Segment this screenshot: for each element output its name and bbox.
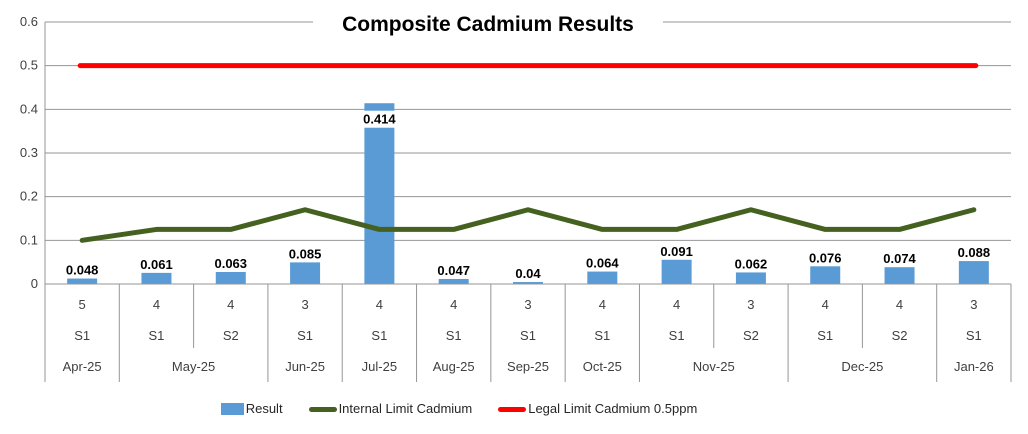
bar-value-label: 0.047 bbox=[437, 263, 470, 278]
y-tick-label: 0.6 bbox=[20, 14, 38, 29]
legend-item-legal-limit[interactable]: Legal Limit Cadmium 0.5ppm bbox=[498, 402, 697, 416]
bar-value-label: 0.088 bbox=[958, 245, 991, 260]
bar-value-label: 0.048 bbox=[66, 263, 99, 278]
bar-value-label-background bbox=[432, 261, 475, 279]
y-tick-label: 0.1 bbox=[20, 232, 38, 247]
sample-label: S1 bbox=[149, 328, 165, 343]
sample-label: S1 bbox=[74, 328, 90, 343]
plot-area: 0 0.1 0.2 0.3 0.4 0.5 0.6 0.048 0.061 0.063 0.085… bbox=[19, 8, 1012, 382]
y-tick-label: 0.5 bbox=[20, 58, 38, 73]
legend: Result Internal Limit Cadmium Legal Limi… bbox=[0, 390, 1028, 434]
count-label: 4 bbox=[822, 297, 829, 312]
bar-value-label: 0.085 bbox=[289, 246, 322, 261]
count-label: 3 bbox=[524, 297, 531, 312]
legal-limit-swatch bbox=[498, 406, 527, 412]
count-label: 4 bbox=[599, 297, 606, 312]
gridlines-layer: 0 0.1 0.2 0.3 0.4 0.5 0.6 bbox=[20, 14, 1011, 291]
month-label: Sep-25 bbox=[507, 359, 549, 374]
y-tick-label: 0.4 bbox=[20, 101, 38, 116]
legend-item-internal-limit[interactable]: Internal Limit Cadmium bbox=[308, 401, 473, 416]
count-label: 4 bbox=[450, 297, 457, 312]
month-label: Jul-25 bbox=[362, 359, 397, 374]
bar-value-label-background bbox=[507, 265, 549, 283]
count-label: 3 bbox=[970, 297, 977, 312]
sample-label: S1 bbox=[817, 328, 833, 343]
result-series-swatch bbox=[220, 403, 244, 415]
month-label: Aug-25 bbox=[433, 359, 475, 374]
chart-title-group: Composite Cadmium Results bbox=[313, 8, 663, 38]
bar-value-label: 0.076 bbox=[809, 250, 842, 265]
count-label: 4 bbox=[376, 297, 383, 312]
bar-value-label: 0.064 bbox=[586, 256, 619, 271]
month-label: May-25 bbox=[172, 359, 215, 374]
internal-limit-line[interactable] bbox=[79, 207, 977, 243]
sample-label: S2 bbox=[743, 328, 759, 343]
bar-value-label-background bbox=[284, 245, 327, 263]
chart-title: Composite Cadmium Results bbox=[342, 13, 634, 36]
bar-value-label-background bbox=[878, 250, 921, 268]
month-label: Dec-25 bbox=[841, 359, 883, 374]
count-label: 4 bbox=[153, 297, 160, 312]
bar-value-label: 0.061 bbox=[140, 257, 173, 272]
sample-label: S1 bbox=[446, 328, 462, 343]
bar-value-label-background bbox=[135, 255, 178, 273]
bar-value-label: 0.074 bbox=[883, 251, 916, 266]
bar-value-label: 0.063 bbox=[214, 256, 247, 271]
count-label: 4 bbox=[673, 297, 680, 312]
month-label: Nov-25 bbox=[693, 359, 735, 374]
bar-value-label-background bbox=[655, 242, 698, 260]
legend-label-result: Result bbox=[245, 401, 283, 416]
bar-value-label-background bbox=[581, 254, 624, 272]
bar-value-label-background bbox=[804, 249, 847, 267]
bar-value-label: 0.04 bbox=[515, 266, 541, 281]
y-tick-label: 0 bbox=[31, 276, 38, 291]
bar-value-label-background bbox=[952, 244, 995, 262]
month-label: Jun-25 bbox=[285, 359, 325, 374]
legend-label-internal-limit: Internal Limit Cadmium bbox=[338, 401, 473, 416]
y-tick-label: 0.2 bbox=[20, 189, 38, 204]
result-bar[interactable] bbox=[364, 103, 395, 284]
chart-title-background bbox=[313, 8, 663, 38]
sample-label: S1 bbox=[966, 328, 982, 343]
axis-layer: 5 S1 4 S1 4 S2 3 S1 4 S1 4 S1 3 S1 4 S1 4 S1 3 S2 4 S1 4 S2 3 S1 A… bbox=[44, 22, 1012, 382]
y-tick-label: 0.3 bbox=[20, 145, 38, 160]
count-label: 3 bbox=[301, 297, 308, 312]
sample-label: S1 bbox=[669, 328, 685, 343]
series-layer: 0.048 0.061 0.063 0.085 0.414 0.047 0.04 0.064 0… bbox=[61, 63, 995, 284]
legend-item-result[interactable]: Result bbox=[220, 401, 283, 416]
sample-label: S2 bbox=[223, 328, 239, 343]
bar-value-label: 0.414 bbox=[363, 112, 396, 127]
month-label: Oct-25 bbox=[583, 359, 622, 374]
internal-limit-swatch bbox=[308, 406, 337, 412]
bar-value-label: 0.091 bbox=[660, 244, 693, 259]
sample-label: S1 bbox=[297, 328, 313, 343]
bar-value-label-background bbox=[209, 254, 252, 272]
month-label: Apr-25 bbox=[63, 359, 102, 374]
bar-value-label: 0.062 bbox=[735, 256, 768, 271]
month-label: Jan-26 bbox=[954, 359, 994, 374]
bar-value-label-background bbox=[358, 110, 401, 128]
sample-label: S2 bbox=[892, 328, 908, 343]
sample-label: S1 bbox=[594, 328, 610, 343]
bar-value-label-background bbox=[729, 255, 772, 273]
bar-value-label-background bbox=[61, 261, 104, 279]
count-label: 3 bbox=[747, 297, 754, 312]
count-label: 4 bbox=[227, 297, 234, 312]
count-label: 4 bbox=[896, 297, 903, 312]
sample-label: S1 bbox=[520, 328, 536, 343]
legend-label-legal-limit: Legal Limit Cadmium 0.5ppm bbox=[528, 401, 698, 416]
sample-label: S1 bbox=[371, 328, 387, 343]
count-label: 5 bbox=[79, 297, 86, 312]
